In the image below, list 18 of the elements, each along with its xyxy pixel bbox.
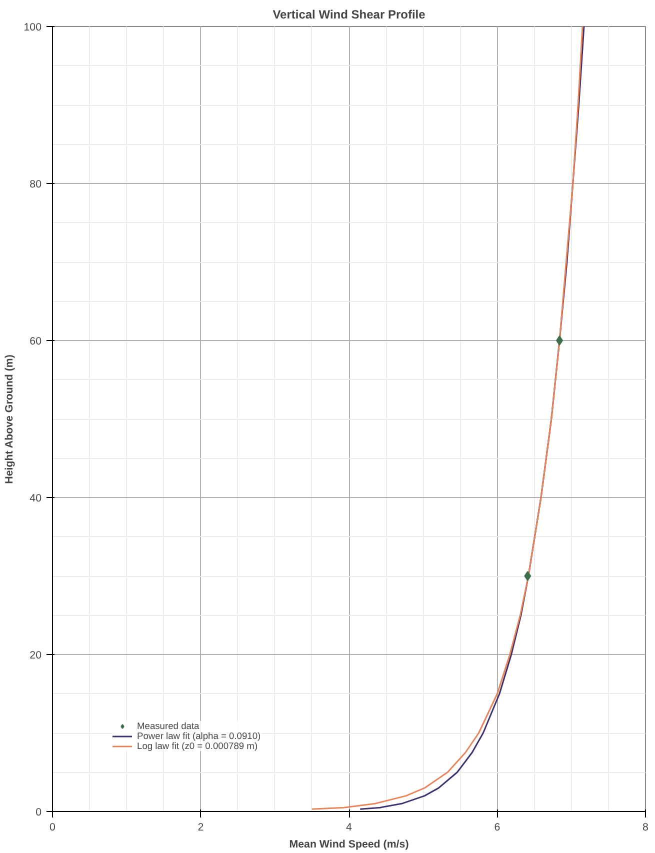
- legend-label: Measured data: [137, 721, 200, 731]
- x-tick-label: 0: [50, 822, 56, 834]
- x-tick-label: 6: [494, 822, 500, 834]
- y-tick-label: 80: [30, 178, 42, 190]
- y-axis-title: Height Above Ground (m): [4, 354, 16, 484]
- y-tick-label: 0: [36, 806, 42, 818]
- y-tick-label: 40: [30, 492, 42, 504]
- x-tick-label: 8: [642, 822, 649, 834]
- legend-label: Log law fit (z0 = 0.000789 m): [137, 741, 258, 751]
- y-tick-label: 20: [30, 650, 42, 662]
- line-series: [311, 26, 584, 810]
- legend-label: Power law fit (alpha = 0.0910): [137, 731, 261, 741]
- x-axis-title: Mean Wind Speed (m/s): [289, 838, 410, 850]
- chart-title: Vertical Wind Shear Profile: [272, 8, 426, 22]
- x-tick-label: 4: [346, 822, 352, 834]
- y-tick-label: 60: [30, 336, 42, 348]
- x-tick-label: 2: [198, 822, 204, 834]
- y-tick-label: 100: [24, 22, 42, 34]
